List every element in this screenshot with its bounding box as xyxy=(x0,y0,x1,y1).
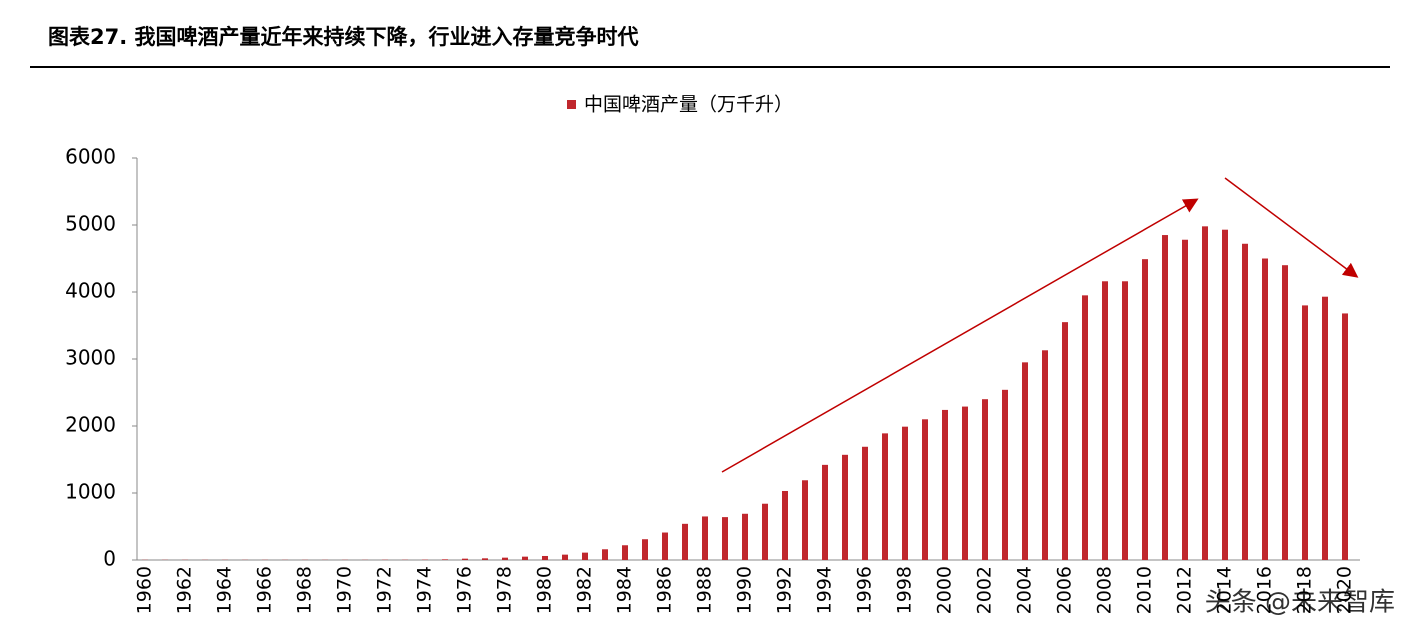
bar xyxy=(742,513,748,560)
x-tick-label: 1980 xyxy=(534,566,556,614)
x-tick-label: 2000 xyxy=(934,566,956,614)
bar xyxy=(722,517,728,560)
bar xyxy=(942,409,948,560)
bar xyxy=(762,503,768,560)
x-tick-label: 1962 xyxy=(174,566,196,614)
bar xyxy=(682,523,688,560)
bar xyxy=(1062,322,1068,560)
y-tick-label: 4000 xyxy=(65,279,116,303)
bar xyxy=(1302,305,1308,560)
y-tick-label: 1000 xyxy=(65,480,116,504)
x-tick-label: 2018 xyxy=(1294,566,1316,614)
bar xyxy=(782,490,788,560)
x-tick-label: 1960 xyxy=(134,566,156,614)
bar xyxy=(502,557,508,560)
bar xyxy=(1082,295,1088,560)
bar xyxy=(822,464,828,560)
x-tick-label: 1972 xyxy=(374,566,396,614)
bar xyxy=(802,480,808,560)
bar xyxy=(882,433,888,560)
bar xyxy=(442,559,448,560)
trend-arrow xyxy=(1224,177,1359,278)
bar xyxy=(922,419,928,560)
bar xyxy=(842,454,848,560)
x-tick-label: 1968 xyxy=(294,566,316,614)
legend-swatch xyxy=(567,100,576,109)
bar xyxy=(1142,259,1148,560)
x-tick-label: 1982 xyxy=(574,566,596,614)
bar xyxy=(662,532,668,560)
x-tick-label: 1964 xyxy=(214,566,236,614)
x-tick-label: 2010 xyxy=(1134,566,1156,614)
bar xyxy=(1182,239,1188,561)
bar xyxy=(622,545,628,560)
x-tick-label: 1998 xyxy=(894,566,916,614)
x-tick-label: 1992 xyxy=(774,566,796,614)
y-tick-label: 2000 xyxy=(65,413,116,437)
x-tick-label: 2014 xyxy=(1214,566,1236,614)
bar xyxy=(462,558,468,560)
bar xyxy=(1242,243,1248,560)
bar xyxy=(902,426,908,560)
chart-title: 图表27. 我国啤酒产量近年来持续下降，行业进入存量竞争时代 xyxy=(48,25,639,49)
x-tick-label: 2006 xyxy=(1054,566,1076,614)
y-tick-label: 0 xyxy=(103,547,116,571)
y-tick-label: 5000 xyxy=(65,212,116,236)
watermark: 头条 @未来智库 xyxy=(1205,588,1395,618)
bar xyxy=(982,399,988,560)
bar xyxy=(1162,235,1168,561)
x-tick-label: 1984 xyxy=(614,566,636,614)
bar xyxy=(522,556,528,560)
x-tick-label: 1970 xyxy=(334,566,356,614)
x-tick-label: 1988 xyxy=(694,566,716,614)
x-tick-label: 2016 xyxy=(1254,566,1276,614)
x-tick-label: 1978 xyxy=(494,566,516,614)
legend-label: 中国啤酒产量（万千升） xyxy=(584,94,793,116)
x-tick-label: 2002 xyxy=(974,566,996,614)
x-tick-label: 1976 xyxy=(454,566,476,614)
bar xyxy=(1022,362,1028,560)
x-tick-label: 1994 xyxy=(814,566,836,614)
x-tick-label: 1974 xyxy=(414,566,436,614)
x-tick-label: 1996 xyxy=(854,566,876,614)
bar xyxy=(1122,281,1128,560)
bar xyxy=(702,516,708,560)
bar xyxy=(1322,296,1328,560)
bar xyxy=(1102,281,1108,560)
bar xyxy=(862,446,868,560)
bar xyxy=(542,555,548,560)
bar xyxy=(1262,258,1268,560)
y-tick-label: 3000 xyxy=(65,346,116,370)
x-tick-label: 2008 xyxy=(1094,566,1116,614)
x-tick-label: 2020 xyxy=(1334,566,1356,614)
x-tick-label: 2004 xyxy=(1014,566,1036,614)
bar xyxy=(1342,313,1348,560)
trend-arrow xyxy=(721,198,1199,473)
x-tick-label: 1986 xyxy=(654,566,676,614)
bar xyxy=(582,552,588,560)
x-tick-label: 2012 xyxy=(1174,566,1196,614)
bar xyxy=(482,558,488,560)
y-tick-label: 6000 xyxy=(65,145,116,169)
bar xyxy=(1042,350,1048,560)
bar xyxy=(642,539,648,560)
bar xyxy=(962,406,968,560)
x-tick-label: 1990 xyxy=(734,566,756,614)
bar xyxy=(602,549,608,560)
bar xyxy=(1282,265,1288,560)
bar xyxy=(1002,389,1008,560)
bar xyxy=(562,554,568,560)
bar xyxy=(1222,229,1228,560)
x-tick-label: 1966 xyxy=(254,566,276,614)
bar xyxy=(1202,226,1208,560)
